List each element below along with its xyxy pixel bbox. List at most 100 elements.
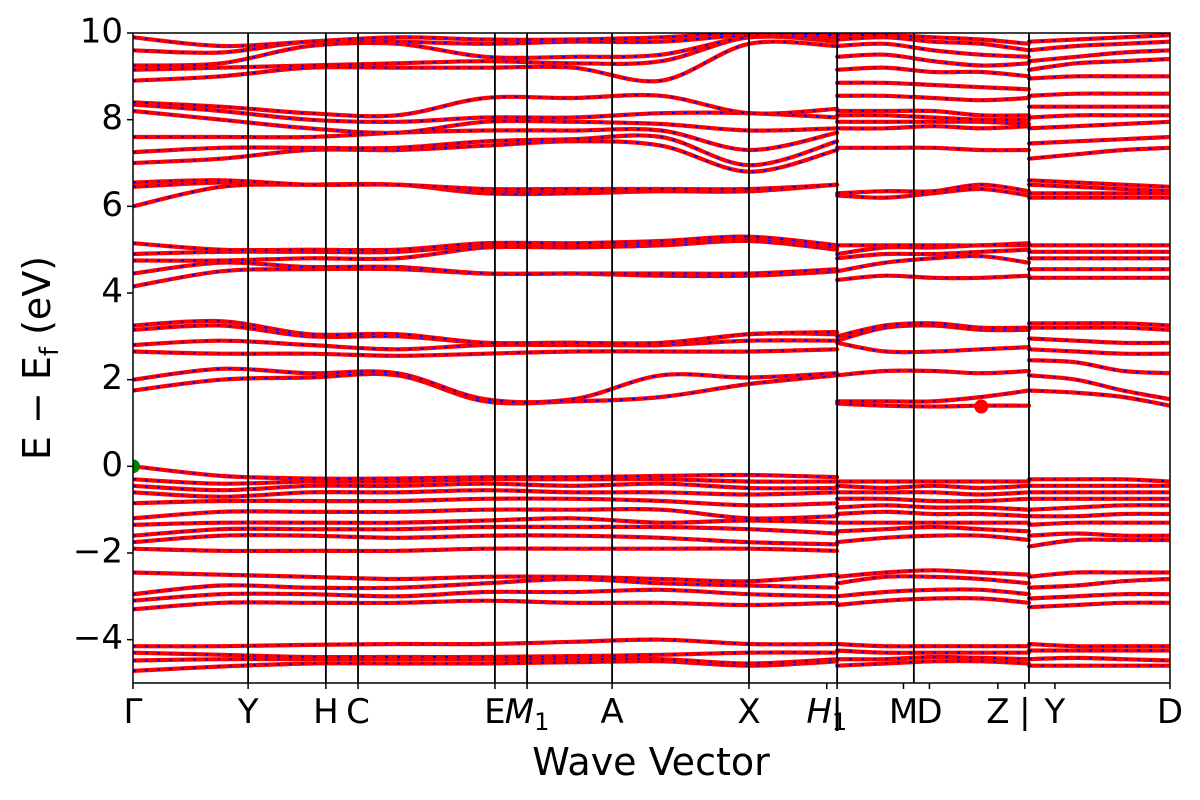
band-overlay-s2-b35 xyxy=(1028,120,1170,130)
band-overlay-s2-b4 xyxy=(1028,601,1170,609)
band-line-s1-b27 xyxy=(835,241,1032,248)
band-overlay-s2-b21 xyxy=(1028,337,1170,344)
band-overlay-s2-b18 xyxy=(1028,374,1170,401)
band-overlay-s0-b8 xyxy=(133,547,838,552)
band-line-s2-b3 xyxy=(1026,641,1170,649)
band-overlay-s2-b20 xyxy=(1028,348,1170,355)
band-line-s1-b3 xyxy=(835,641,1032,649)
band-line-s1-b2 xyxy=(835,648,1032,655)
band-overlay-s2-b17 xyxy=(1028,389,1170,407)
band-overlay-s0-b16 xyxy=(133,478,838,485)
band-overlay-s1-b7 xyxy=(837,569,1030,578)
y-tick-label-5: 6 xyxy=(101,185,123,225)
band-overlay-s1-b24 xyxy=(836,255,1030,273)
band-overlay-s1-b5 xyxy=(837,588,1030,598)
band-line-s1-b14 xyxy=(835,490,1032,497)
band-overlay-s2-b3 xyxy=(1028,643,1170,648)
marker-vbm xyxy=(133,459,140,474)
band-line-s0-b2 xyxy=(133,650,840,660)
band-overlay-s2-b39 xyxy=(1028,75,1170,80)
band-overlay-s2-b22 xyxy=(1029,326,1170,331)
band-line-s0-b4 xyxy=(133,598,840,612)
x-tick-label-5: M1 xyxy=(505,692,550,736)
band-line-s1-b13 xyxy=(835,496,1032,504)
band-line-s1-b34 xyxy=(835,108,1032,118)
band-overlay-s0-b25 xyxy=(133,261,838,275)
band-line-s2-b17 xyxy=(1026,388,1170,408)
band-line-s1-b35 xyxy=(835,93,1032,103)
y-tick-label-0: −4 xyxy=(73,618,123,658)
band-overlay-s0-b2 xyxy=(133,651,838,659)
band-overlay-s0-b13 xyxy=(133,497,838,507)
band-line-s1-b36 xyxy=(835,80,1032,92)
y-tick-label-7: 10 xyxy=(80,12,123,52)
band-overlay-s2-b8 xyxy=(1028,538,1170,548)
x-axis-ticks: Γ Y H C E M1 A X H1| MD Z | Y D xyxy=(124,683,1183,736)
band-overlay-s0-b9 xyxy=(133,534,838,546)
band-overlay-s0-b7 xyxy=(133,571,838,583)
band-overlay-s1-b23 xyxy=(837,274,1030,281)
band-line-s2-b5 xyxy=(1026,591,1170,601)
band-line-s2-b11 xyxy=(1026,511,1170,519)
y-axis-label-unit: (eV) xyxy=(15,256,59,347)
band-line-s1-b31 xyxy=(835,124,1032,131)
band-line-s2-b19 xyxy=(1026,358,1170,376)
band-overlay-s0-b0 xyxy=(133,660,838,672)
band-line-s1-b41 xyxy=(835,33,1032,46)
band-overlay-s0-b1 xyxy=(133,657,838,665)
x-tick-label-12: Z xyxy=(986,692,1009,732)
band-overlay-s2-b42 xyxy=(1028,40,1170,52)
band-line-s0-b20 xyxy=(133,347,840,358)
band-overlay-s0-b42 xyxy=(133,33,838,48)
x-tick-label-4: E xyxy=(484,692,505,732)
band-overlay-s1-b0 xyxy=(837,660,1030,667)
bands-layer xyxy=(133,33,1170,673)
band-line-s2-b4 xyxy=(1026,600,1170,610)
band-overlay-s0-b30 xyxy=(133,181,838,193)
band-overlay-s2-b1 xyxy=(1028,656,1170,662)
band-overlay-s0-b20 xyxy=(133,348,838,357)
band-overlay-s1-b12 xyxy=(837,504,1030,511)
x-tick-label-11: D xyxy=(916,692,942,732)
band-overlay-s0-b12 xyxy=(133,508,838,520)
band-line-s0-b33 xyxy=(133,133,840,168)
x-tick-label-9: | xyxy=(831,692,842,732)
band-overlay-s1-b9 xyxy=(837,525,1030,533)
band-overlay-s1-b39 xyxy=(837,42,1030,58)
band-overlay-s2-b11 xyxy=(1028,512,1170,518)
band-line-s1-b18 xyxy=(835,388,1032,404)
x-tick-label-15: D xyxy=(1157,692,1183,732)
band-overlay-s0-b3 xyxy=(133,638,838,648)
plot-frame xyxy=(132,32,1171,684)
band-line-s2-b21 xyxy=(1026,336,1170,346)
band-line-s1-b1 xyxy=(835,654,1032,662)
band-overlay-s2-b31 xyxy=(1028,183,1170,193)
band-overlay-s2-b36 xyxy=(1028,114,1170,119)
x-tick-label-14: Y xyxy=(1044,692,1066,732)
band-line-s0-b9 xyxy=(133,533,840,547)
band-overlay-s2-b41 xyxy=(1028,49,1170,63)
band-line-s1-b32 xyxy=(835,119,1032,127)
band-overlay-s2-b38 xyxy=(1028,92,1170,97)
band-overlay-s2-b33 xyxy=(1028,146,1170,160)
y-axis-ticks: −4 −2 0 2 4 6 8 10 xyxy=(73,12,133,658)
band-overlay-s1-b19 xyxy=(837,369,1030,377)
y-tick-label-6: 8 xyxy=(101,98,123,138)
extrema-markers xyxy=(133,399,989,474)
band-overlay-s1-b15 xyxy=(837,484,1030,490)
band-overlay-s2-b10 xyxy=(1028,521,1170,526)
band-overlay-s1-b22 xyxy=(836,322,1030,338)
band-overlay-s1-b26 xyxy=(836,244,1030,255)
band-overlay-s0-b36 xyxy=(133,103,838,123)
band-line-s0-b17 xyxy=(133,464,840,481)
band-overlay-s2-b43 xyxy=(1028,34,1170,43)
band-line-s0-b8 xyxy=(133,546,840,554)
y-axis-label-sub: f xyxy=(35,346,65,356)
band-overlay-s0-b17 xyxy=(133,465,838,480)
band-overlay-s2-b5 xyxy=(1028,593,1170,600)
x-tick-label-2: H xyxy=(313,692,339,732)
x-tick-label-6: A xyxy=(600,692,623,732)
band-line-s2-b22 xyxy=(1026,325,1170,332)
band-line-s0-b7 xyxy=(133,570,840,584)
band-line-s1-b29 xyxy=(835,182,1032,196)
